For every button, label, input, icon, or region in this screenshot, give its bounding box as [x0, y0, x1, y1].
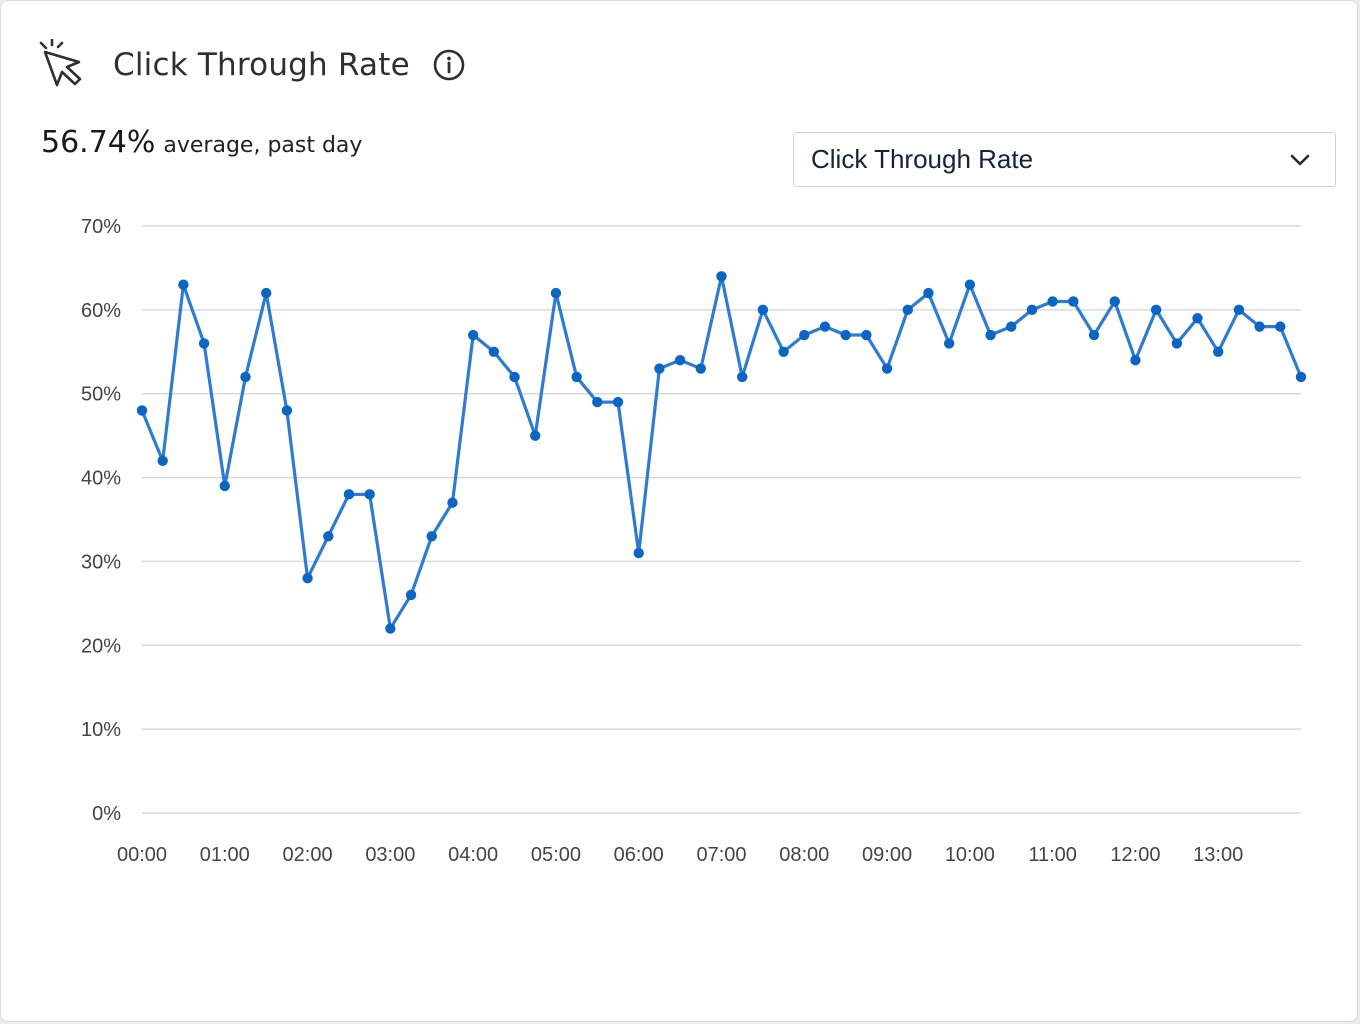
y-tick-label: 40%	[81, 468, 121, 490]
grid-lines	[142, 225, 1301, 814]
y-tick-label: 70%	[81, 216, 121, 238]
series-line	[140, 274, 1303, 631]
data-point[interactable]	[716, 271, 727, 282]
data-point[interactable]	[985, 329, 996, 341]
x-tick-label: 11:00	[1028, 844, 1077, 866]
data-point[interactable]	[736, 371, 748, 383]
info-icon[interactable]	[432, 48, 466, 82]
data-point[interactable]	[1006, 321, 1017, 332]
data-point[interactable]	[819, 321, 831, 332]
data-point[interactable]	[654, 363, 665, 374]
data-point[interactable]	[943, 338, 955, 349]
average-value: 56.74%	[41, 125, 156, 160]
data-point[interactable]	[343, 489, 355, 500]
data-point[interactable]	[364, 489, 375, 500]
data-point[interactable]	[530, 430, 541, 441]
data-point[interactable]	[281, 405, 293, 416]
y-tick-label: 30%	[81, 551, 121, 573]
y-tick-label: 50%	[81, 384, 121, 406]
data-point[interactable]	[674, 354, 686, 366]
data-point[interactable]	[260, 287, 272, 299]
x-tick-label: 07:00	[696, 844, 746, 866]
data-point[interactable]	[447, 497, 458, 508]
data-point[interactable]	[1150, 304, 1162, 316]
metric-select[interactable]: Click Through Rate	[793, 132, 1336, 187]
x-tick-label: 04:00	[448, 844, 498, 866]
data-point[interactable]	[757, 304, 769, 316]
data-point[interactable]	[178, 279, 189, 290]
data-point[interactable]	[1130, 354, 1141, 366]
data-point[interactable]	[1275, 321, 1286, 332]
data-point[interactable]	[1068, 296, 1079, 307]
cursor-click-icon	[39, 39, 82, 87]
data-point[interactable]	[302, 573, 313, 584]
y-axis-ticks: 0% 10% 20% 30% 40% 50% 60% 70%	[81, 216, 121, 825]
x-tick-label: 13:00	[1193, 844, 1243, 866]
average-caption: average, past day	[163, 133, 363, 158]
data-point[interactable]	[778, 346, 789, 357]
data-point[interactable]	[509, 371, 520, 383]
data-point[interactable]	[633, 547, 644, 559]
data-point[interactable]	[136, 405, 148, 416]
x-tick-label: 12:00	[1110, 844, 1160, 866]
data-point[interactable]	[1295, 371, 1307, 383]
data-point[interactable]	[1047, 296, 1058, 307]
data-point[interactable]	[1254, 321, 1265, 332]
data-point[interactable]	[861, 329, 872, 341]
data-point[interactable]	[1109, 296, 1120, 307]
data-point[interactable]	[612, 396, 624, 408]
x-tick-label: 08:00	[779, 844, 829, 866]
metric-select-value: Click Through Rate	[811, 144, 1034, 174]
data-point[interactable]	[592, 396, 603, 408]
data-point[interactable]	[323, 531, 334, 542]
data-point[interactable]	[1213, 346, 1224, 357]
chevron-down-icon	[1290, 154, 1310, 165]
y-tick-label: 0%	[92, 803, 121, 825]
data-point[interactable]	[902, 304, 913, 316]
data-point[interactable]	[881, 363, 893, 374]
data-point[interactable]	[426, 531, 437, 542]
y-tick-label: 10%	[81, 719, 121, 741]
card-header: Click Through Rate	[39, 37, 466, 93]
data-point[interactable]	[385, 623, 396, 634]
data-point[interactable]	[1171, 338, 1183, 349]
data-point[interactable]	[467, 329, 479, 341]
x-tick-label: 10:00	[945, 844, 995, 866]
data-point[interactable]	[1088, 329, 1100, 341]
x-tick-label: 05:00	[531, 844, 581, 866]
data-point[interactable]	[405, 589, 417, 601]
x-tick-label: 09:00	[862, 844, 912, 866]
data-point[interactable]	[695, 363, 707, 374]
data-point[interactable]	[219, 480, 230, 492]
data-point[interactable]	[1233, 304, 1245, 316]
line-chart: 0%10%20%30%40%50%60%70% 00:00 01:00 02:00 0…	[81, 216, 1307, 866]
data-point[interactable]	[923, 287, 934, 299]
x-axis-ticks: 00:00 01:00 02:00 03:00 04:00 05:00 06:00 07:00…	[117, 844, 1243, 866]
series-markers	[136, 271, 1307, 634]
card-title: Click Through Rate	[113, 47, 410, 83]
x-tick-label: 00:00	[117, 844, 167, 866]
summary-stat: 56.74% average, past day	[41, 125, 362, 160]
data-point[interactable]	[1192, 313, 1203, 324]
y-tick-label: 20%	[81, 635, 121, 657]
data-point[interactable]	[550, 287, 562, 299]
data-point[interactable]	[157, 455, 168, 466]
x-tick-label: 03:00	[365, 844, 415, 866]
data-point[interactable]	[1026, 304, 1038, 316]
data-point[interactable]	[964, 279, 976, 290]
data-point[interactable]	[571, 371, 582, 383]
data-point[interactable]	[198, 338, 210, 349]
x-tick-label: 06:00	[614, 844, 664, 866]
x-tick-label: 02:00	[283, 844, 333, 866]
data-point[interactable]	[240, 371, 251, 383]
data-point[interactable]	[799, 329, 810, 341]
data-point[interactable]	[488, 346, 500, 357]
x-tick-label: 01:00	[200, 844, 250, 866]
y-tick-label: 60%	[81, 300, 121, 322]
data-point[interactable]	[840, 329, 851, 341]
